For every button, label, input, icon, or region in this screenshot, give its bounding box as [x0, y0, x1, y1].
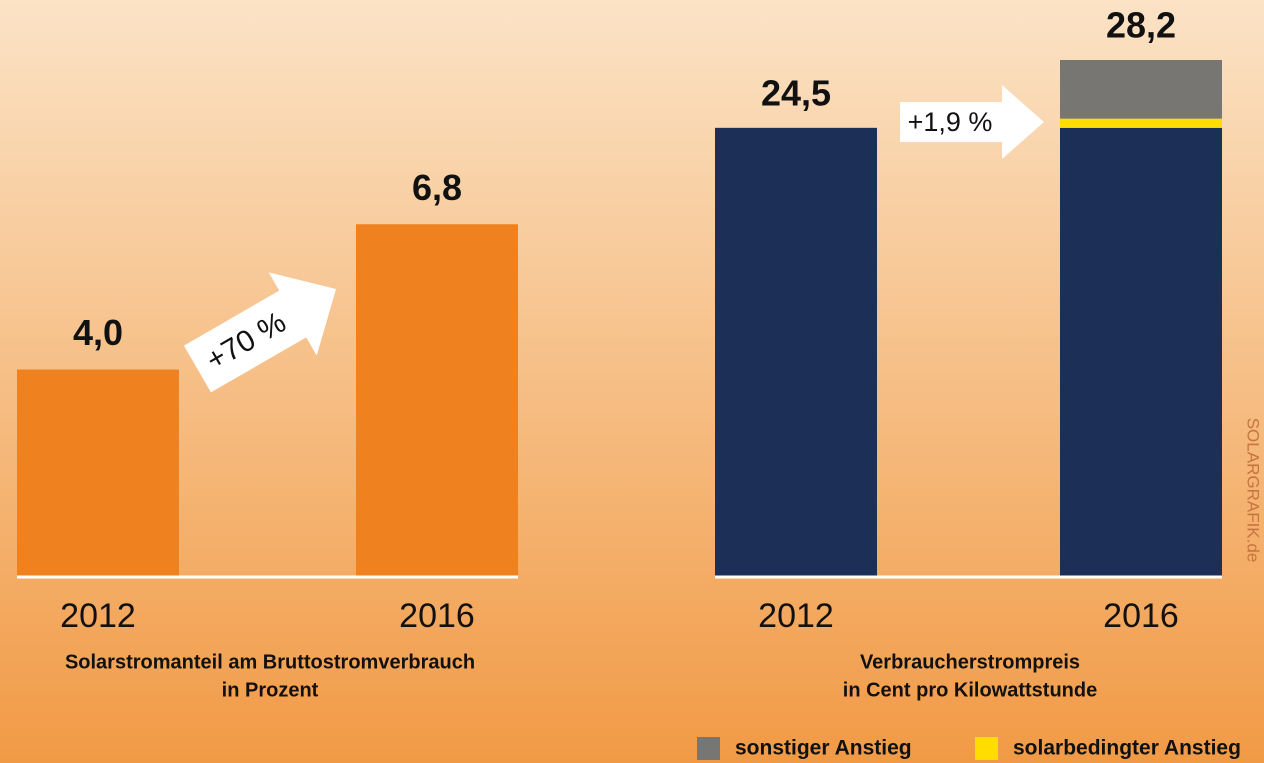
axis-label: Solarstromanteil am Bruttostromverbrauch: [65, 651, 475, 673]
legend-swatch: [975, 737, 998, 760]
bar-segment: [1060, 118, 1222, 128]
total-label: 28,2: [1106, 5, 1176, 46]
total-label: 24,5: [761, 72, 831, 113]
bar-segment: [715, 127, 877, 577]
legend-label: sonstiger Anstieg: [735, 737, 912, 760]
legend-swatch: [697, 737, 720, 760]
bar-segment: [1060, 127, 1222, 577]
value-label: 4,0: [73, 312, 123, 353]
value-label: 6,8: [412, 167, 462, 208]
arrow: +1,9 %: [900, 85, 1044, 159]
x-tick-label: 2012: [60, 597, 136, 635]
axis-label: Verbraucherstrompreis: [860, 651, 1080, 673]
x-tick-label: 2016: [1103, 597, 1179, 635]
watermark: SOLARGRAFIK.de: [1244, 418, 1263, 563]
bar-segment: [1060, 60, 1222, 119]
x-tick-label: 2016: [399, 597, 475, 635]
legend-label: solarbedingter Anstieg: [1013, 737, 1241, 760]
bar: [356, 224, 518, 577]
x-tick-label: 2012: [758, 597, 834, 635]
bar: [17, 369, 179, 577]
axis-label: in Prozent: [222, 679, 319, 701]
annotation: +1,9 %: [908, 107, 993, 137]
axis-label: in Cent pro Kilowattstunde: [843, 679, 1097, 701]
